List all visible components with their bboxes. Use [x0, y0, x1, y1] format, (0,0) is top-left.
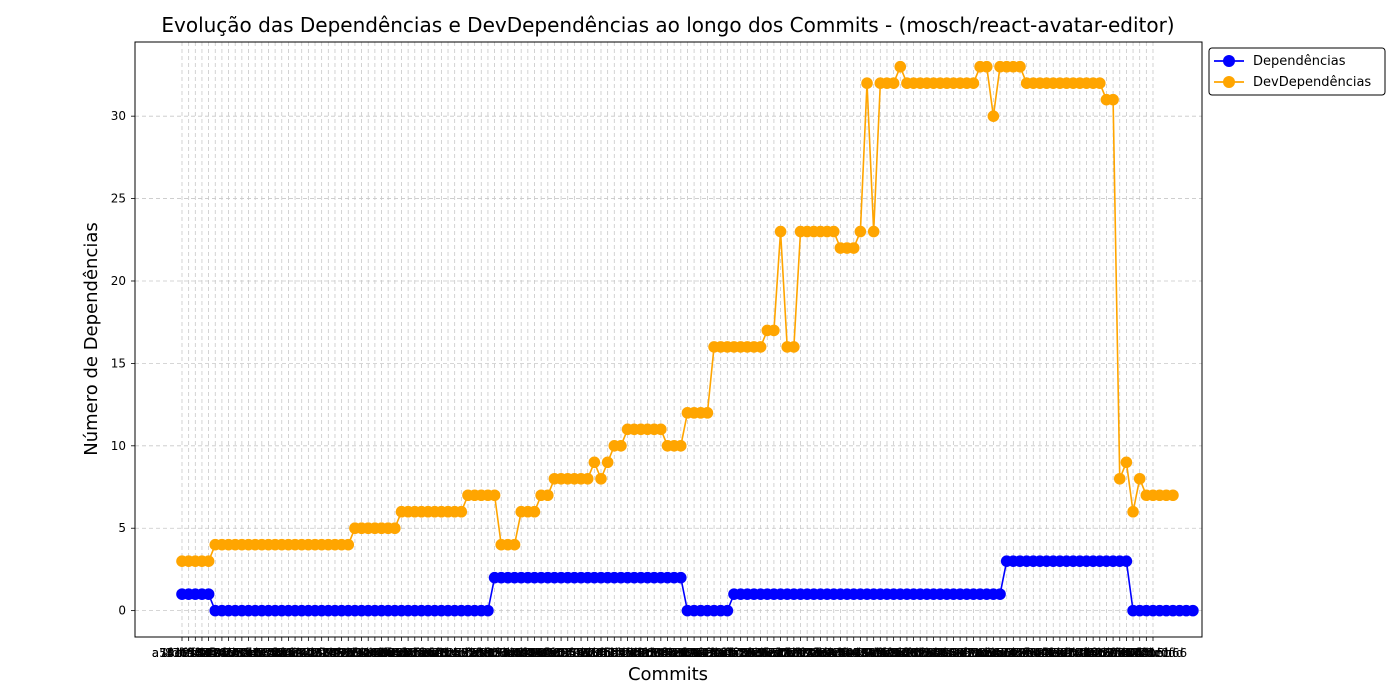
legend-marker-dependencias: [1223, 55, 1235, 67]
y-axis: 0 5 10 15 20 25 30: [111, 109, 135, 617]
data-point: [994, 588, 1006, 600]
y-tick-label: 5: [118, 521, 126, 535]
data-point: [482, 605, 494, 617]
data-point: [702, 407, 714, 419]
y-tick-label: 30: [111, 109, 126, 123]
y-tick-label: 15: [111, 356, 126, 370]
data-point: [602, 456, 614, 468]
data-point: [1187, 605, 1199, 617]
data-point: [589, 456, 601, 468]
y-axis-label: Número de Dependências: [81, 222, 102, 456]
data-point: [1134, 473, 1146, 485]
data-point: [1094, 77, 1106, 89]
data-point: [1014, 61, 1026, 73]
data-point: [1121, 555, 1133, 567]
data-point: [529, 506, 541, 518]
data-point: [968, 77, 980, 89]
data-point: [542, 489, 554, 501]
chart-title: Evolução das Dependências e DevDependênc…: [161, 13, 1174, 37]
x-axis: a741eb851fdb975387654376ffff4444678ef067…: [152, 637, 1187, 660]
data-point: [456, 506, 468, 518]
data-point: [1127, 506, 1139, 518]
data-point: [615, 440, 627, 452]
data-point: [988, 110, 1000, 122]
x-tick-label-last: e5d5b5b66: [1119, 646, 1187, 660]
data-point: [894, 61, 906, 73]
y-tick-label: 10: [111, 439, 126, 453]
legend-label-devdependencias: DevDependências: [1253, 75, 1371, 90]
series-dependencias: [176, 555, 1199, 616]
data-point: [855, 226, 867, 238]
data-point: [768, 325, 780, 337]
y-tick-label: 25: [111, 192, 126, 206]
data-point: [981, 61, 993, 73]
data-point: [888, 77, 900, 89]
series-devdependencias: [176, 61, 1179, 567]
data-point: [655, 424, 667, 436]
data-point: [1107, 94, 1119, 106]
data-point: [868, 226, 880, 238]
data-point: [675, 572, 687, 584]
data-point: [861, 77, 873, 89]
data-point: [1167, 489, 1179, 501]
legend: Dependências DevDependências: [1209, 48, 1385, 95]
x-tick-labels: a741eb851fdb975387654376ffff4444678ef067…: [152, 646, 1187, 660]
y-tick-label: 0: [118, 604, 126, 618]
data-point: [595, 473, 607, 485]
data-point: [203, 588, 215, 600]
data-point: [1114, 473, 1126, 485]
x-tick-label-first: a58e8134: [152, 646, 213, 660]
legend-label-dependencias: Dependências: [1253, 54, 1346, 69]
x-axis-label: Commits: [628, 664, 708, 685]
data-point: [582, 473, 594, 485]
data-point: [1121, 456, 1133, 468]
data-point: [775, 226, 787, 238]
data-point: [755, 341, 767, 353]
data-point: [203, 555, 215, 567]
data-point: [675, 440, 687, 452]
data-point: [509, 539, 521, 551]
data-point: [848, 242, 860, 254]
data-point: [788, 341, 800, 353]
series-line: [182, 67, 1173, 561]
data-point: [489, 489, 501, 501]
data-point: [389, 522, 401, 534]
data-point: [342, 539, 354, 551]
data-point: [722, 605, 734, 617]
data-point: [828, 226, 840, 238]
legend-marker-devdependencias: [1223, 76, 1235, 88]
y-tick-label: 20: [111, 274, 126, 288]
